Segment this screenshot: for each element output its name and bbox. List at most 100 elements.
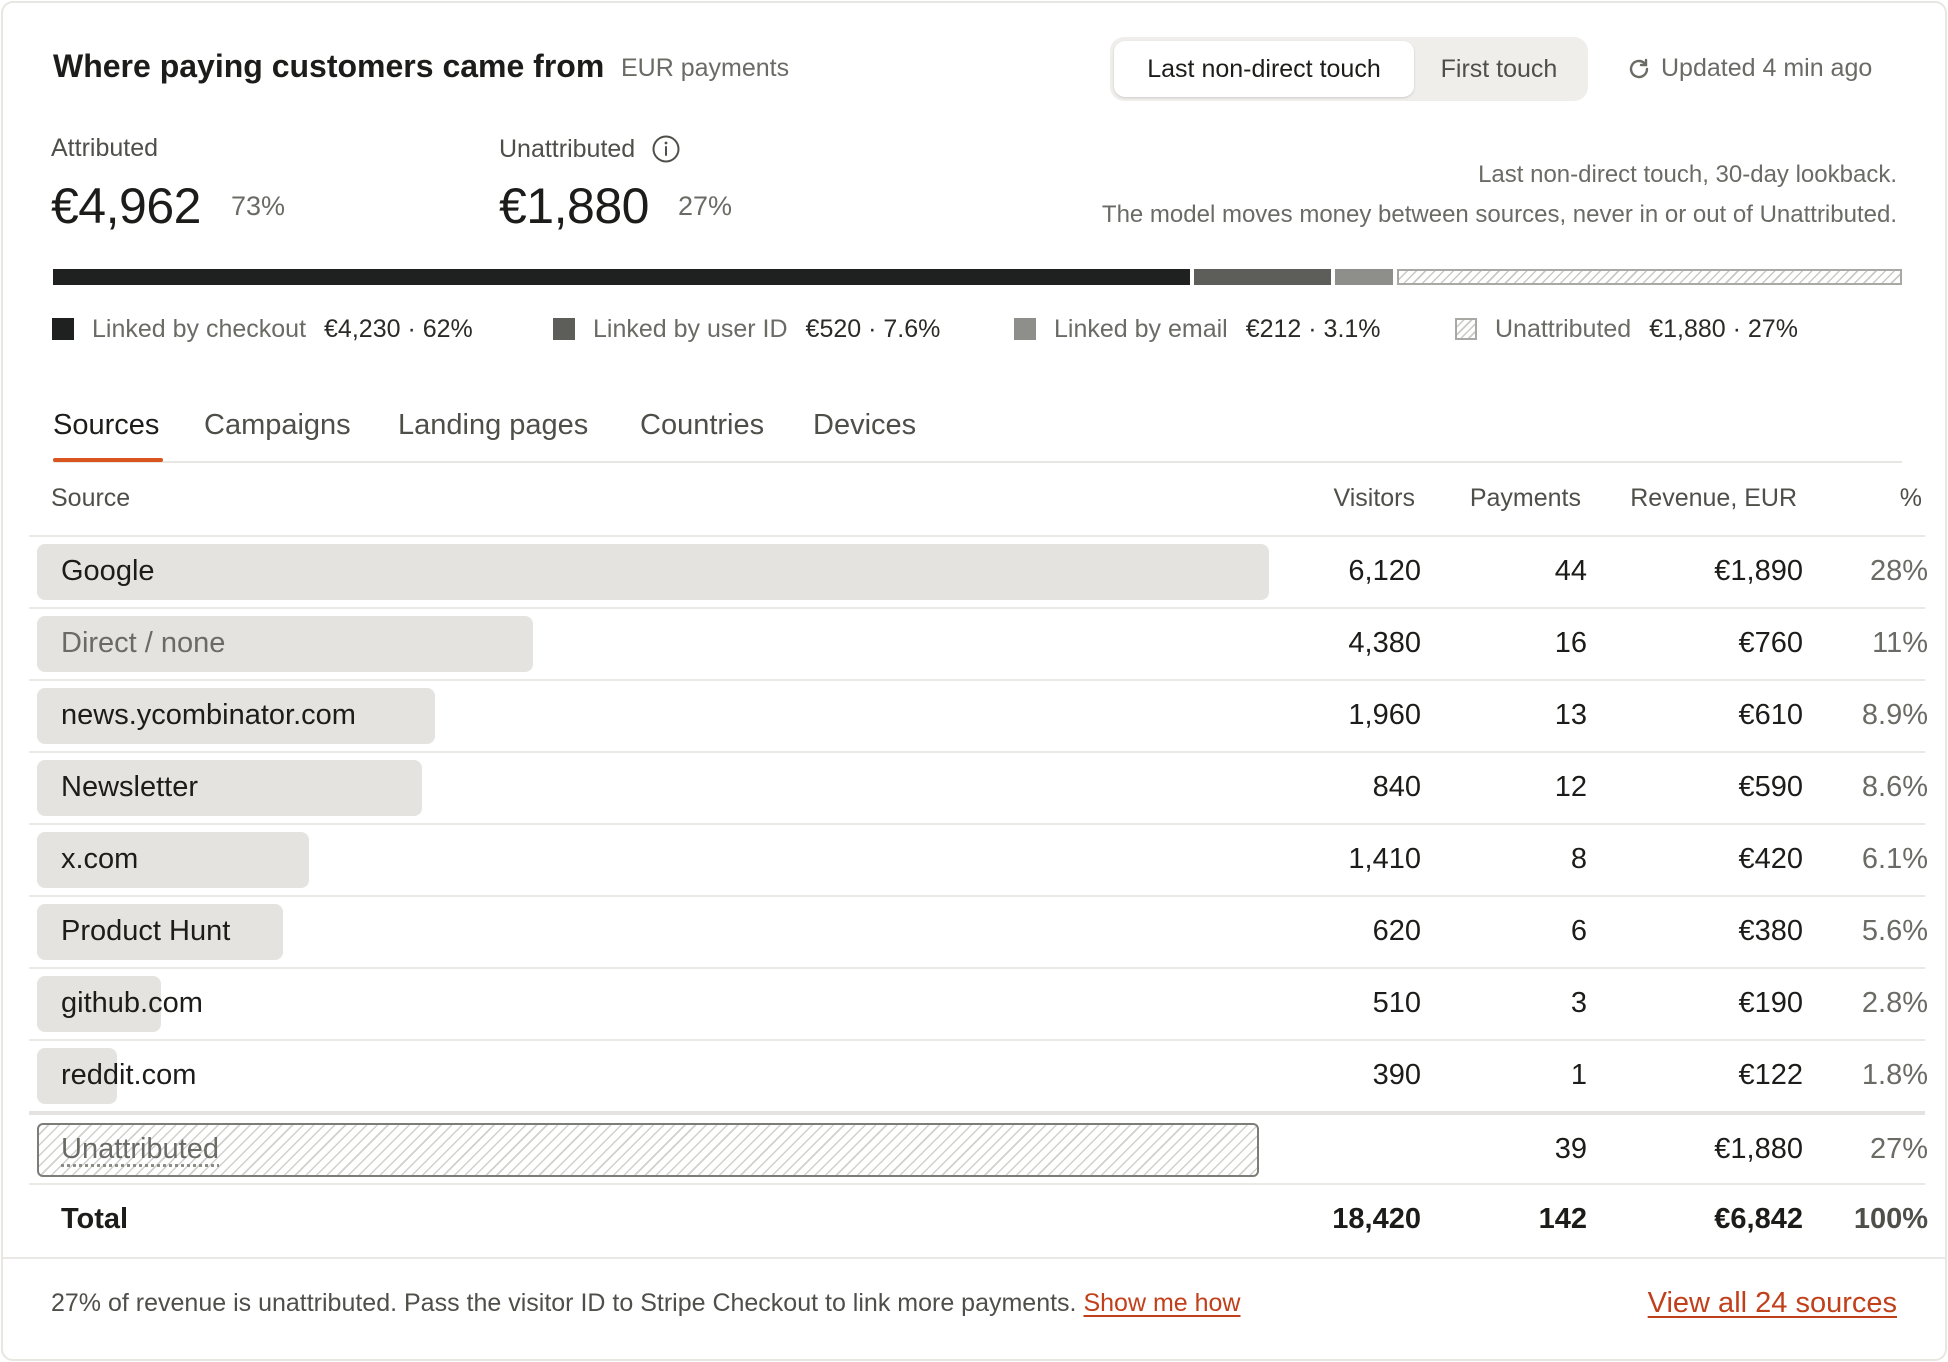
payments-cell: 12 xyxy=(1554,771,1587,803)
revenue-cell: €122 xyxy=(1738,1059,1803,1091)
legend-label-user-id: Linked by user ID xyxy=(593,314,788,343)
legend-value-user-id: €520 · 7.6% xyxy=(805,314,941,343)
source-name: reddit.com xyxy=(61,1059,197,1091)
updated-label: Updated 4 min ago xyxy=(1661,54,1873,82)
show-me-how-link[interactable]: Show me how xyxy=(1083,1289,1241,1317)
bar-segment-email[interactable] xyxy=(1335,269,1393,285)
source-name: Google xyxy=(61,555,155,587)
unattributed-value: €1,880 xyxy=(499,178,649,234)
visitors-cell: 6,120 xyxy=(1348,555,1421,587)
unattributed-row[interactable]: Unattributed 39 €1,880 27% xyxy=(29,1111,1928,1183)
card-subtitle: EUR payments xyxy=(621,54,790,82)
legend-email: Linked by email €212 · 3.1% xyxy=(1014,313,1381,345)
tab-bar: Sources Campaigns Landing pages Countrie… xyxy=(53,403,1902,463)
revenue-cell: €380 xyxy=(1738,915,1803,947)
updated-status[interactable]: Updated 4 min ago xyxy=(1627,54,1872,83)
payments-cell: 16 xyxy=(1554,627,1587,659)
revenue-bar xyxy=(37,616,533,672)
total-label: Total xyxy=(61,1203,129,1235)
source-name: Newsletter xyxy=(61,771,198,803)
total-visitors: 18,420 xyxy=(1332,1203,1421,1235)
legend-label-unattributed: Unattributed xyxy=(1495,314,1632,343)
revenue-cell: €1,890 xyxy=(1714,555,1803,587)
table-row[interactable]: Google 6,120 44 €1,890 28% xyxy=(29,535,1928,607)
payments-cell: 6 xyxy=(1570,915,1587,947)
percent-cell: 8.9% xyxy=(1861,699,1928,731)
column-header-percent[interactable]: % xyxy=(1899,484,1922,512)
revenue-cell: €420 xyxy=(1738,843,1803,875)
source-name: Product Hunt xyxy=(61,915,231,947)
payments-cell: 39 xyxy=(1554,1133,1587,1165)
active-tab-indicator xyxy=(53,458,163,462)
total-revenue: €6,842 xyxy=(1714,1203,1803,1235)
table-row[interactable]: Direct / none 4,380 16 €760 11% xyxy=(29,607,1928,679)
visitors-cell: 1,410 xyxy=(1348,843,1421,875)
legend-swatch-user-id xyxy=(553,318,575,340)
bar-segment-checkout[interactable] xyxy=(53,269,1190,285)
table-row[interactable]: github.com 510 3 €190 2.8% xyxy=(29,967,1928,1039)
legend-swatch-checkout xyxy=(52,318,74,340)
table-row[interactable]: Product Hunt 620 6 €380 5.6% xyxy=(29,895,1928,967)
visitors-cell: 4,380 xyxy=(1348,627,1421,659)
percent-cell: 27% xyxy=(1869,1133,1928,1165)
attributed-pct: 73% xyxy=(231,191,286,221)
toggle-first-touch[interactable]: First touch xyxy=(1440,55,1558,83)
table-row[interactable]: news.ycombinator.com 1,960 13 €610 8.9% xyxy=(29,679,1928,751)
column-header-visitors[interactable]: Visitors xyxy=(1333,484,1415,512)
column-header-source[interactable]: Source xyxy=(51,484,131,512)
unattributed-pct: 27% xyxy=(678,191,733,221)
percent-cell: 2.8% xyxy=(1861,987,1928,1019)
revenue-bar xyxy=(37,544,1269,600)
tab-campaigns[interactable]: Campaigns xyxy=(204,409,351,441)
percent-cell: 6.1% xyxy=(1861,843,1928,875)
toggle-last-non-direct-touch[interactable]: Last non-direct touch xyxy=(1114,41,1414,97)
percent-cell: 1.8% xyxy=(1861,1059,1928,1091)
revenue-bar xyxy=(37,760,422,816)
revenue-bar xyxy=(37,904,283,960)
revenue-bar xyxy=(37,1048,117,1104)
attributed-value: €4,962 xyxy=(51,178,201,234)
card-title: Where paying customers came from xyxy=(53,48,605,84)
visitors-cell: 510 xyxy=(1372,987,1421,1019)
revenue-cell: €190 xyxy=(1738,987,1803,1019)
attributed-label: Attributed xyxy=(51,134,159,162)
revenue-bar xyxy=(37,976,161,1032)
percent-cell: 28% xyxy=(1869,555,1928,587)
total-payments: 142 xyxy=(1538,1203,1587,1235)
legend-value-email: €212 · 3.1% xyxy=(1245,314,1381,343)
revenue-cell: €610 xyxy=(1738,699,1803,731)
source-name: github.com xyxy=(61,987,203,1019)
source-name: Unattributed xyxy=(61,1133,219,1165)
footer-message: 27% of revenue is unattributed. Pass the… xyxy=(51,1289,1077,1317)
legend-label-email: Linked by email xyxy=(1054,314,1228,343)
payments-cell: 8 xyxy=(1570,843,1587,875)
column-header-revenue[interactable]: Revenue, EUR xyxy=(1630,484,1797,512)
tab-devices[interactable]: Devices xyxy=(813,409,917,441)
bar-segment-unattributed[interactable] xyxy=(1397,269,1902,285)
table-row[interactable]: reddit.com 390 1 €122 1.8% xyxy=(29,1039,1928,1111)
unattributed-bar xyxy=(37,1123,1259,1177)
payments-cell: 1 xyxy=(1570,1059,1587,1091)
payments-cell: 3 xyxy=(1570,987,1587,1019)
view-all-sources-link[interactable]: View all 24 sources xyxy=(1647,1287,1897,1319)
column-header-payments[interactable]: Payments xyxy=(1469,484,1581,512)
unattributed-label: Unattributed xyxy=(499,134,636,163)
tab-sources[interactable]: Sources xyxy=(53,409,160,441)
bar-segment-user-id[interactable] xyxy=(1194,269,1331,285)
info-icon[interactable] xyxy=(651,134,681,164)
percent-cell: 8.6% xyxy=(1861,771,1928,803)
source-name: news.ycombinator.com xyxy=(61,699,356,731)
tab-landing-pages[interactable]: Landing pages xyxy=(398,409,589,441)
table-row[interactable]: x.com 1,410 8 €420 6.1% xyxy=(29,823,1928,895)
revenue-bar xyxy=(37,832,309,888)
revenue-cell: €1,880 xyxy=(1714,1133,1803,1165)
card-footer: 27% of revenue is unattributed. Pass the… xyxy=(3,1257,1945,1359)
unattributed-heading: Unattributed xyxy=(499,134,681,164)
tab-countries[interactable]: Countries xyxy=(640,409,765,441)
refresh-icon xyxy=(1629,58,1649,78)
legend-checkout: Linked by checkout €4,230 · 62% xyxy=(52,313,473,345)
payments-cell: 44 xyxy=(1554,555,1587,587)
total-percent: 100% xyxy=(1853,1203,1928,1235)
table-row[interactable]: Newsletter 840 12 €590 8.6% xyxy=(29,751,1928,823)
